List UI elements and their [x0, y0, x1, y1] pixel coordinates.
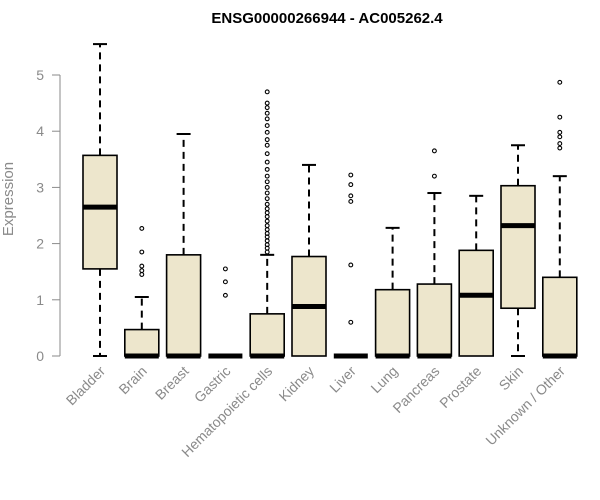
outlier-point: [264, 159, 270, 165]
outlier-point: [557, 114, 563, 120]
x-tick-label: Kidney: [276, 363, 318, 405]
outlier-point: [264, 151, 270, 157]
outlier-point: [264, 218, 270, 224]
outlier-point: [557, 141, 563, 147]
outlier-point: [264, 137, 270, 143]
outlier-point: [557, 145, 563, 151]
outlier-point: [264, 142, 270, 148]
outlier-point: [264, 201, 270, 207]
y-tick-label: 2: [36, 236, 44, 252]
box-iqr: [458, 249, 495, 357]
x-tick-label: Breast: [152, 363, 192, 403]
outlier-point: [348, 193, 354, 199]
outlier-point: [139, 272, 145, 277]
x-tick-label: Liver: [326, 363, 359, 396]
box-iqr: [82, 154, 118, 270]
box-iqr: [165, 254, 202, 357]
chart-title: ENSG00000266944 - AC005262.4: [211, 10, 443, 27]
y-tick-label: 0: [36, 348, 44, 364]
box-prostate: [458, 194, 495, 357]
box-kidney: [291, 163, 327, 357]
outlier-point: [222, 266, 228, 272]
outlier-point: [557, 129, 563, 135]
x-tick-label: Lung: [367, 363, 400, 396]
outlier-point: [348, 319, 354, 325]
box-lung: [374, 226, 411, 359]
y-tick-label: 5: [36, 67, 44, 83]
outlier-point: [264, 210, 270, 216]
box-bladder: [82, 43, 118, 357]
outlier-point: [139, 249, 145, 255]
x-tick-label: Prostate: [436, 363, 484, 411]
x-tick-label: Bladder: [63, 363, 109, 409]
outlier-point: [431, 148, 437, 154]
outlier-point: [348, 199, 354, 204]
outlier-point: [264, 184, 270, 190]
outlier-point: [264, 105, 270, 111]
box-iqr: [249, 313, 285, 357]
box-iqr: [541, 276, 578, 357]
outlier-point: [431, 173, 437, 179]
outlier-point: [264, 110, 270, 116]
outlier-point: [264, 179, 270, 185]
outlier-point: [264, 196, 270, 202]
outlier-point: [264, 249, 270, 255]
outlier-point: [139, 225, 145, 231]
outlier-point: [348, 262, 354, 268]
outlier-point: [264, 129, 270, 135]
box-unknown-other: [541, 79, 578, 359]
y-axis-label: Expression: [0, 162, 17, 236]
x-tick-label: Brain: [115, 363, 149, 397]
y-axis: 0 1 2 3 4 5: [36, 67, 61, 364]
outlier-point: [264, 223, 270, 229]
box-skin: [500, 144, 536, 357]
box-iqr: [416, 283, 453, 357]
outlier-point: [222, 292, 228, 298]
outlier-point: [139, 263, 145, 269]
outlier-point: [139, 268, 145, 274]
outlier-point: [264, 206, 270, 212]
box-iqr: [500, 184, 536, 310]
box-hematopoietic-cells: [249, 89, 285, 359]
box-breast: [165, 133, 202, 359]
y-tick-label: 3: [36, 179, 44, 195]
outlier-point: [348, 182, 354, 188]
outlier-point: [264, 190, 270, 196]
box-liver: [333, 172, 368, 359]
box-series: [82, 43, 578, 359]
outlier-point: [557, 134, 563, 140]
box-iqr: [374, 288, 411, 357]
x-tick-label: Skin: [496, 363, 527, 394]
outlier-point: [348, 172, 354, 178]
outlier-point: [264, 123, 270, 129]
y-tick-label: 1: [36, 292, 44, 308]
box-pancreas: [416, 148, 453, 359]
x-tick-label: Unknown / Other: [482, 363, 568, 449]
outlier-point: [264, 227, 270, 233]
outlier-point: [264, 173, 270, 179]
outlier-point: [264, 166, 270, 172]
outlier-point: [264, 214, 270, 220]
box-brain: [124, 225, 160, 359]
box-iqr: [124, 328, 160, 357]
outlier-point: [264, 116, 270, 122]
outlier-point: [264, 100, 270, 106]
y-tick-label: 4: [36, 123, 44, 139]
outlier-point: [264, 89, 270, 95]
outlier-point: [557, 79, 563, 85]
outlier-point: [264, 238, 270, 244]
box-gastric: [208, 266, 243, 359]
outlier-point: [222, 279, 228, 285]
